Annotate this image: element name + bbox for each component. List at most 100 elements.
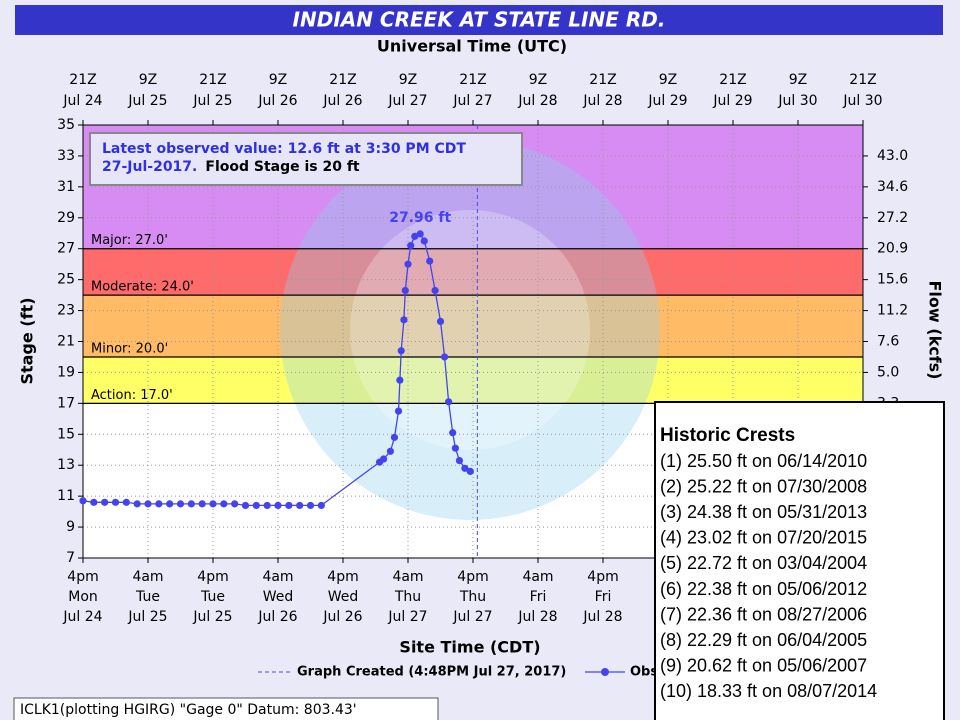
series-marker [285,501,293,510]
series-marker [426,257,434,265]
top-x-tick-label: Jul 29 [647,93,687,109]
series-marker [187,500,195,508]
series-marker [306,501,315,510]
y2-tick-label: 43.0 [877,148,908,164]
y-tick-label: 25 [57,272,75,288]
top-x-tick-label: Jul 28 [582,93,622,109]
top-x-tick-label: 21Z [589,72,616,88]
series-marker [274,501,282,510]
x-tick-label: Tue [135,589,160,605]
annotation-flood-stage: Flood Stage is 20 ft [205,159,360,175]
flood-label: Action: 17.0' [91,388,173,403]
x-tick-label: 4pm [197,569,228,585]
top-x-tick-label: 9Z [139,72,158,88]
x-tick-label: Mon [68,589,98,605]
y-tick-label: 29 [57,210,75,226]
top-x-tick-label: 21Z [199,72,226,88]
top-x-tick-label: 9Z [529,72,548,88]
historic-crest: (6) 22.38 ft on 05/06/2012 [660,579,867,599]
y-tick-label: 35 [57,117,75,133]
series-marker [394,407,403,415]
y-tick-label: 7 [66,550,75,566]
x-tick-label: Fri [530,589,547,605]
x-tick-label: Jul 27 [452,609,492,625]
y-tick-label: 13 [57,457,75,473]
legend-observed-marker [601,668,609,676]
series-marker [397,347,405,355]
y2-tick-label: 20.9 [877,241,908,257]
top-x-tick-label: 9Z [659,72,678,88]
historic-crest: (5) 22.72 ft on 03/04/2004 [660,553,867,573]
series-marker [252,501,260,510]
historic-crests-box [654,401,945,720]
historic-crests-title: Historic Crests [660,425,795,446]
y-tick-label: 9 [66,519,75,535]
x-tick-label: Jul 25 [192,609,232,625]
series-marker [144,500,152,508]
top-x-tick-label: Jul 27 [452,93,492,109]
historic-crest: (9) 20.62 ft on 05/06/2007 [660,656,867,676]
title-bar [15,5,943,35]
series-marker [176,500,185,508]
x-tick-label: 4pm [327,569,358,585]
series-marker [296,501,304,510]
series-marker [404,260,412,268]
top-x-tick-label: Jul 27 [387,93,427,109]
series-marker [220,500,228,508]
series-marker [111,498,120,506]
series-marker [166,500,174,508]
annotation-box [89,132,523,186]
y2-tick-label: 5.0 [877,364,899,380]
series-marker [461,464,469,472]
x-tick-label: Wed [263,589,294,605]
historic-crest: (2) 25.22 ft on 07/30/2008 [660,476,867,496]
x-tick-label: Wed [328,589,359,605]
series-marker [420,237,428,245]
x-tick-label: Jul 24 [62,609,102,625]
y-tick-label: 33 [57,148,75,164]
top-x-tick-label: Jul 26 [322,93,362,109]
series-marker [198,500,206,508]
series-marker [79,497,87,505]
series-marker [101,498,109,506]
y2-tick-label: 27.2 [877,210,908,226]
series-marker [317,501,325,510]
series-marker [386,447,394,455]
top-x-tick-label: Jul 28 [517,93,557,109]
plot-area: Action: 17.0' Minor: 20.0' Moderate: 24.0'… [13,72,945,720]
series-marker [396,376,404,384]
x-tick-label: Jul 28 [582,609,622,625]
series-marker [449,429,457,437]
top-x-tick-label: 9Z [789,72,808,88]
top-x-tick-label: 21Z [329,72,356,88]
x-tick-label: Thu [394,589,421,605]
annotation-date: 27-Jul-2017. [102,159,197,175]
flood-band [83,356,863,404]
series-marker [431,286,439,295]
watermark [280,140,660,520]
series-marker [390,433,399,441]
top-axis-title: Universal Time (UTC) [377,37,567,56]
y-tick-label: 27 [57,241,75,257]
flood-band [83,248,863,296]
watermark-inner [350,210,590,450]
series-marker [451,444,459,452]
series-marker [445,398,453,406]
footer: ICLK1(plotting HGIRG) "Gage 0" Datum: 80… [20,702,357,718]
series-marker [231,500,239,508]
y-tick-label: 31 [57,179,75,195]
series-marker [411,232,419,240]
top-x-tick-label: 21Z [459,72,486,88]
historic-crest: (10) 18.33 ft on 08/07/2014 [660,681,877,701]
x-tick-label: Jul 26 [257,609,297,625]
x-tick-label: Fri [595,589,612,605]
x-tick-label: 4am [392,569,423,585]
legend-graph-created: Graph Created (4:48PM Jul 27, 2017) [297,665,566,680]
series-marker [263,501,271,510]
x-tick-label: 4am [262,569,293,585]
series-marker [466,467,474,475]
x-tick-label: Jul 27 [387,609,427,625]
footer-box [13,697,439,720]
top-x-tick-label: Jul 24 [62,93,102,109]
